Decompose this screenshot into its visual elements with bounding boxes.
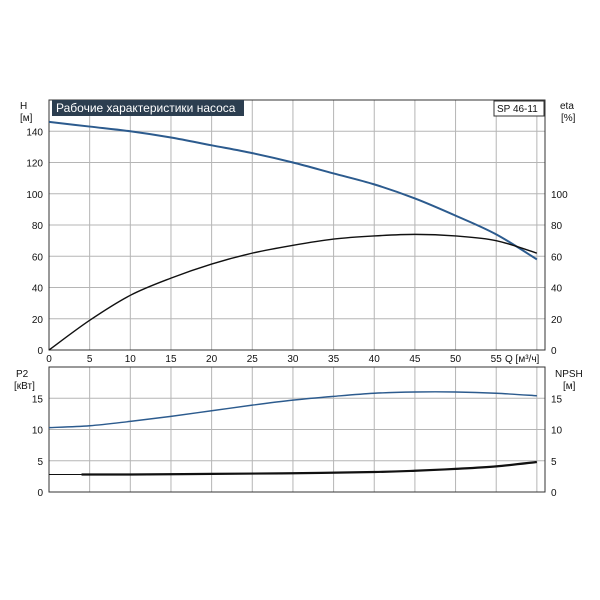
- top-chart-frame: [48, 99, 546, 351]
- bottom-y-axis-right-ticks: 0 5 10 15: [551, 394, 563, 499]
- y-tick-label-right: 0: [551, 346, 557, 357]
- y-tick-label-right: 40: [551, 284, 563, 295]
- y-axis-left-label-line2: [м]: [20, 113, 33, 124]
- y-tick-label-right: 20: [551, 315, 563, 326]
- x-tick-label: 35: [328, 354, 340, 365]
- efficiency-curve: [48, 233, 538, 351]
- y-axis-right-ticks: 0 20 40 60 80 100: [551, 190, 568, 357]
- title-box: [52, 100, 244, 116]
- bottom-y-tick-label-left: 5: [37, 457, 43, 468]
- bottom-y-axis-right-label-line1: NPSH: [555, 369, 583, 380]
- y-axis-right-label-line2: [%]: [561, 113, 576, 124]
- top-chart-grid: [49, 100, 545, 350]
- y-axis-right-label-line1: eta: [560, 101, 574, 112]
- chart-title: Рабочие характеристики насоса: [56, 101, 236, 115]
- x-tick-label: 50: [450, 354, 462, 365]
- x-tick-label: 30: [287, 354, 299, 365]
- bottom-y-axis-left-label-line2: [кВт]: [14, 381, 35, 392]
- bottom-y-tick-label-right: 0: [551, 488, 557, 499]
- y-tick-label-right: 80: [551, 221, 563, 232]
- bottom-y-tick-label-right: 10: [551, 426, 563, 437]
- head-curve: [48, 120, 538, 261]
- x-axis-label: Q [м³/ч]: [505, 354, 540, 365]
- bottom-chart-frame: [48, 366, 546, 493]
- y-tick-label-left: 0: [37, 346, 43, 357]
- bottom-y-axis-right-label-line2: [м]: [563, 381, 576, 392]
- npsh-curve: [81, 460, 537, 476]
- y-tick-label-left: 140: [26, 127, 43, 138]
- bottom-y-tick-label-right: 5: [551, 457, 557, 468]
- power-curve: [48, 391, 537, 429]
- bottom-chart-grid: [49, 367, 545, 492]
- y-axis-left-label-line1: H: [20, 101, 27, 112]
- y-tick-label-left: 60: [32, 252, 44, 263]
- x-tick-label: 40: [369, 354, 381, 365]
- y-tick-label-right: 60: [551, 252, 563, 263]
- bottom-y-axis-left-label-line1: P2: [16, 369, 29, 380]
- bottom-y-tick-label-left: 0: [37, 488, 43, 499]
- y-tick-label-left: 120: [26, 159, 43, 170]
- model-label: SP 46-11: [497, 104, 538, 115]
- x-tick-label: 0: [46, 354, 52, 365]
- top-chart-series: [48, 120, 538, 351]
- x-tick-label: 25: [247, 354, 259, 365]
- x-tick-label: 55: [491, 354, 503, 365]
- y-tick-label-left: 100: [26, 190, 43, 201]
- bottom-chart-series: [48, 391, 537, 476]
- y-tick-label-left: 40: [32, 284, 44, 295]
- x-axis-ticks: 0 5 10 15 20 25 30 35 40 45 50 55: [46, 354, 502, 365]
- y-tick-label-left: 20: [32, 315, 44, 326]
- x-tick-label: 20: [206, 354, 218, 365]
- y-tick-label-right: 100: [551, 190, 568, 201]
- bottom-y-tick-label-left: 15: [32, 394, 44, 405]
- bottom-y-axis-left-ticks: 0 5 10 15: [32, 394, 44, 499]
- y-tick-label-left: 80: [32, 221, 44, 232]
- x-tick-label: 15: [165, 354, 177, 365]
- bottom-y-tick-label-right: 15: [551, 394, 563, 405]
- bottom-y-tick-label-left: 10: [32, 426, 44, 437]
- model-label-box: [493, 100, 545, 117]
- x-tick-label: 10: [125, 354, 137, 365]
- x-tick-label: 5: [87, 354, 93, 365]
- y-axis-left-ticks: 0 20 40 60 80 100 120 140: [26, 127, 43, 357]
- x-tick-label: 45: [409, 354, 421, 365]
